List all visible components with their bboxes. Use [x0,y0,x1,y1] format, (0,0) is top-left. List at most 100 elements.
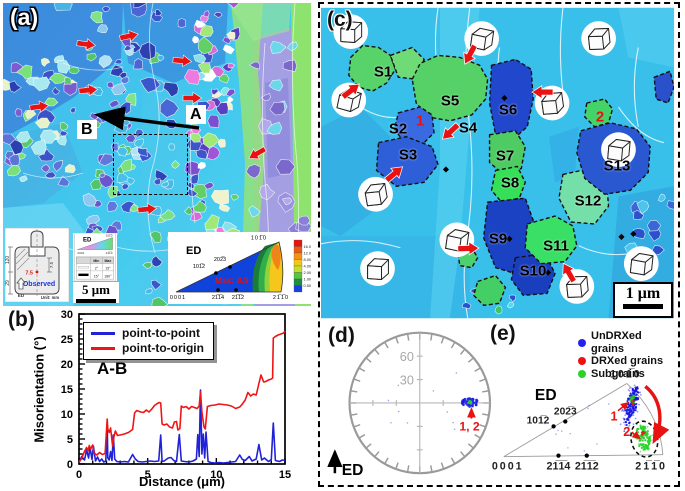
svg-text:20: 20 [61,359,73,371]
grain-label-s12: S12 [574,192,602,210]
table-r2min: 15° [94,274,100,278]
x-axis-title: Distance (μm) [139,474,225,489]
ipf-contour: ED Max: 8.9 101̅0 202̅3 101̅2 0001 21̅1̅… [168,232,312,304]
scale-bar-c: 1 μm [613,282,673,318]
pole-figure: 60 30 1, 2 ED [327,331,492,479]
scale-bar-c-text: 1 μm [625,285,661,302]
drxed-dot [578,357,586,366]
ipf-e-1012: 101̅2 [527,414,550,426]
ipf-e-ed: ED [535,387,557,404]
svg-text:15: 15 [61,384,73,396]
panel-a: (a) A B 120 29 7.5 7.5 O [0,0,312,313]
cb-16: 16.0 [304,244,312,249]
scale-bar-c-line [623,304,663,309]
table-min: Min [93,259,99,263]
specimen-dim-75: 7.5 [25,271,33,277]
svg-text:15: 15 [279,469,291,481]
svg-text:10: 10 [61,409,73,421]
legend-point-to-origin: point-to-origin [91,341,204,356]
scale-bar-a: 5 μm [73,282,119,303]
specimen-dim-75-depth: 7.5 [49,261,54,268]
cb-12: 12.0 [304,251,312,256]
legend-drxed: DRXed grains [578,355,676,368]
ipf-a-ed: ED [186,245,201,257]
ipf-a-1010: 101̅0 [251,235,267,242]
ipf-e-2023: 202̅3 [554,406,577,418]
grain-label-s3: S3 [398,146,418,164]
key-2110: 21̅1̅0 [106,251,113,255]
cluster-12-label: 1, 2 [459,419,480,433]
grain-label-s4: S4 [458,119,478,137]
ring-30-label: 30 [400,373,414,387]
undrxed-dot [578,338,586,347]
grain-label-s9: S9 [488,230,508,248]
svg-text:5: 5 [145,469,151,481]
site-2-label-c: 2 [595,108,605,126]
table-r2max: 180° [104,274,112,278]
inverse-pole-figure: ED 101̅0 202̅3 101̅2 0001 21̅1̅4 21̅1̅2 … [492,369,670,472]
ipf-e-1010: 101̅0 [610,369,642,381]
svg-text:5: 5 [67,434,73,446]
key-1010: 101̅0 [106,234,113,238]
marker-b: B [77,120,97,139]
orientation-spread-arrow [644,385,670,445]
table-r1min: 2° [95,266,99,270]
legend-subgrains: Subgrains [578,368,676,381]
ipf-a-2023: 202̅3 [214,256,226,263]
ab-annotation: A-B [97,359,128,378]
grain-label-s1: S1 [373,63,393,81]
color-key-triangle: ED 101̅0 0001 21̅1̅0 Min Max 2° 15° 15° … [74,232,116,282]
ring-60-label: 60 [400,350,414,364]
panel-e-label: (e) [490,322,516,345]
site-1-label-e: 1 [611,410,618,424]
panel-c-label: (c) [327,8,353,31]
specimen-inset: 120 29 7.5 7.5 Observed ED Unit: mm [4,227,70,303]
ebsd-map-c [320,7,676,319]
ipf-a-0001: 0001 [170,295,186,301]
cb-1: 1.00 [304,277,312,282]
cb-8: 8.00 [304,257,312,262]
table-max: Max [105,259,112,263]
color-key-inset: ED 101̅0 0001 21̅1̅0 Min Max 2° 15° 15° … [73,232,117,282]
cb-05: 0.50 [304,283,312,288]
specimen-drawing: 120 29 7.5 7.5 Observed ED Unit: mm [4,227,70,303]
ed-axis-label: ED [342,462,364,479]
table-r1max: 15° [105,266,111,270]
legend-label-pto: point-to-origin [122,341,204,355]
panel-a-label: (a) [10,4,39,30]
scale-bar-a-text: 5 μm [82,282,110,297]
svg-text:30: 30 [61,309,73,321]
grain-label-s13: S13 [603,157,631,175]
subgrains-dot [578,369,586,378]
observed-label: Observed [23,281,55,288]
grain-label-s8: S8 [500,174,520,192]
ipf-a-2110: 21̅1̅0 [273,294,289,301]
cb-2: 2.00 [304,270,312,275]
specimen-dim-29: 29 [5,280,11,286]
svg-text:0: 0 [67,459,73,471]
subgrains-label: Subgrains [591,367,645,380]
key-0001: 0001 [77,251,84,255]
panel-d-label: (d) [328,324,355,347]
ed-direction-arrow [16,277,26,290]
panel-b-label: (b) [8,308,35,331]
ipf-colorbar: 16.0 12.0 8.00 4.00 2.00 1.00 0.50 [293,239,312,293]
a-to-b-arrow [93,106,200,131]
misorientation-chart: 0 5 10 15 0 5 10 15 20 25 30 [61,309,291,481]
cb-4: 4.00 [304,264,312,269]
dashed-group-box: (c) S1 S2 S3 S4 S5 S6 S7 S8 S9 S10 S11 S… [318,2,680,487]
legend-point-to-point: point-to-point [91,326,204,341]
specimen-dim-120: 120 [5,256,11,265]
key-ed-label: ED [83,237,92,243]
ipf-a-1012: 101̅2 [193,263,205,270]
ipf-a-max: Max: 8.9 [215,275,249,285]
drxed-label: DRXed grains [591,355,664,367]
grain-label-s5: S5 [440,92,460,110]
unit-label: Unit: mm [41,295,59,300]
grain-label-s7: S7 [495,147,515,165]
marker-a: A [186,105,206,124]
specimen-ed-label: ED [18,293,25,298]
chart-legend: point-to-point point-to-origin [83,322,214,360]
selection-box [113,134,188,195]
